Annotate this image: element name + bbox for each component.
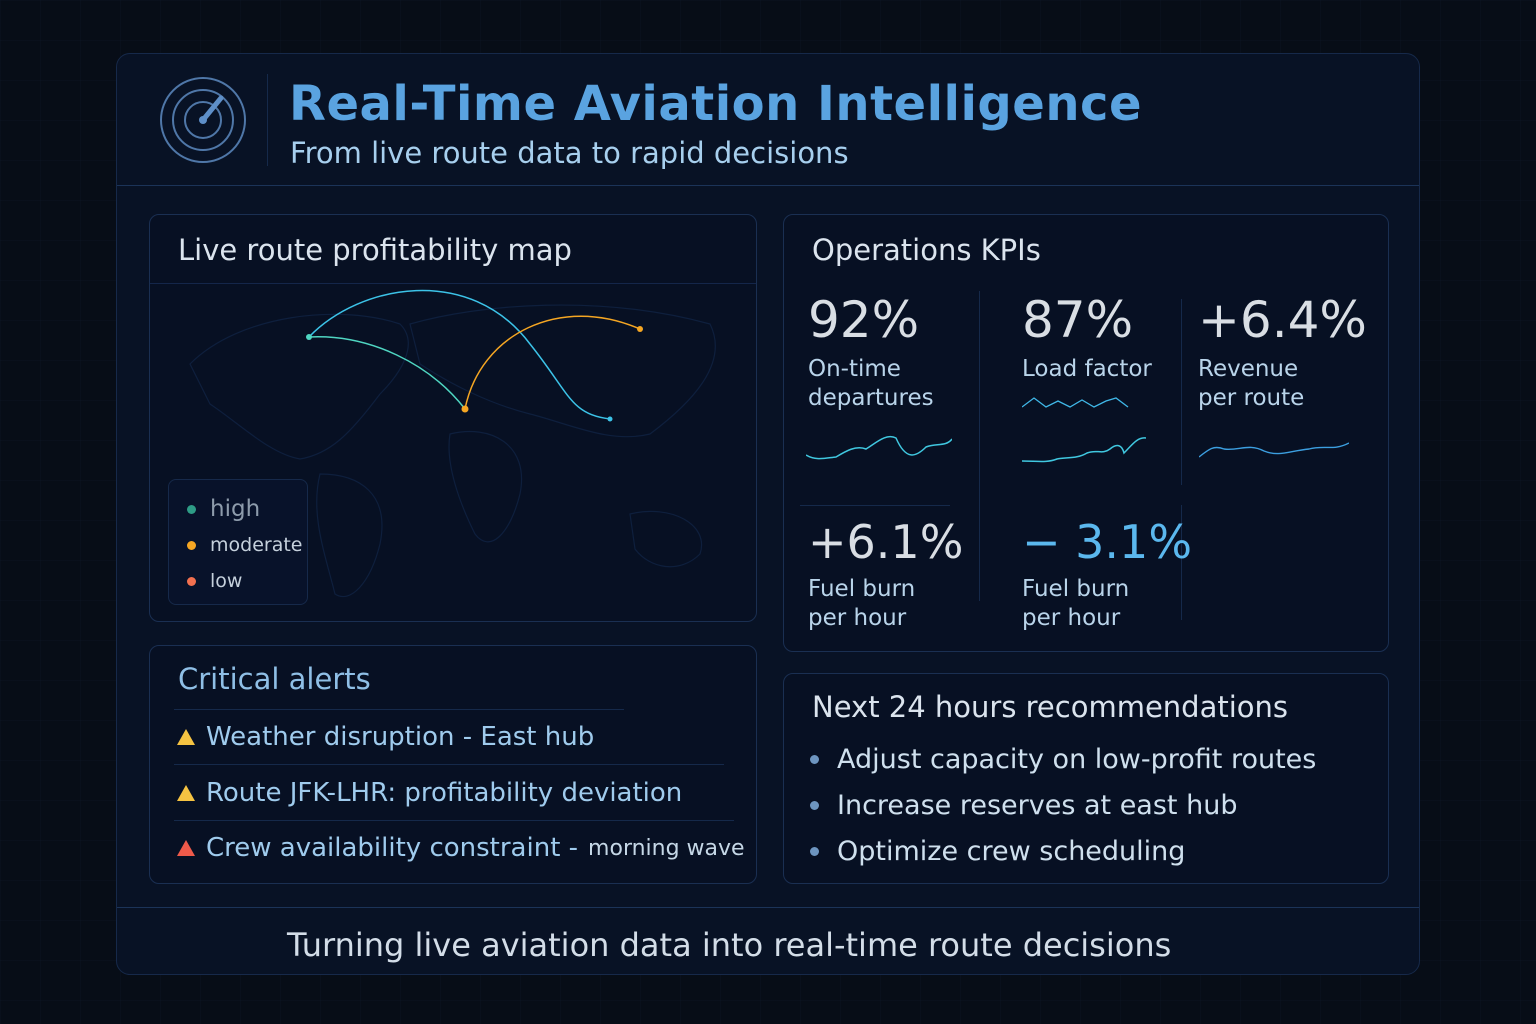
critical-warning-icon bbox=[177, 840, 195, 856]
bullet-icon bbox=[810, 801, 819, 810]
kpi-fuel-burn-down: − 3.1% Fuel burn per hour bbox=[1022, 515, 1192, 633]
recommendation-item[interactable]: Adjust capacity on low-profit routes bbox=[810, 744, 1316, 775]
footer-tagline: Turning live aviation data into real-tim… bbox=[287, 926, 1172, 964]
kpi-load-factor: 87% Load factor bbox=[1022, 291, 1152, 384]
route-line[interactable] bbox=[308, 289, 611, 420]
airport-node[interactable] bbox=[306, 334, 312, 340]
operations-kpis-card: Operations KPIs 92% On-time departures 8… bbox=[783, 214, 1389, 652]
kpi-label: Fuel burn bbox=[808, 576, 916, 602]
divider bbox=[174, 764, 724, 765]
divider bbox=[174, 820, 734, 821]
kpi-value: 92% bbox=[808, 291, 920, 349]
header: Real-Time Aviation Intelligence From liv… bbox=[117, 54, 1419, 186]
continents bbox=[189, 304, 716, 598]
alert-text: Route JFK-LHR: profitability deviation bbox=[206, 778, 683, 808]
dot-icon bbox=[187, 504, 196, 514]
kpi-label: per hour bbox=[1022, 605, 1121, 631]
alert-item[interactable]: Route JFK-LHR: profitability deviation bbox=[176, 778, 682, 808]
recommendations-title: Next 24 hours recommendations bbox=[812, 690, 1289, 724]
page-subtitle: From live route data to rapid decisions bbox=[290, 136, 849, 170]
bullet-icon bbox=[810, 847, 819, 856]
divider bbox=[1181, 505, 1182, 620]
radar-icon bbox=[160, 77, 246, 163]
page-title: Real-Time Aviation Intelligence bbox=[289, 76, 1143, 132]
sparkline bbox=[1199, 442, 1349, 458]
alert-text: Crew availability constraint - bbox=[206, 833, 579, 863]
alerts-title: Critical alerts bbox=[178, 662, 371, 696]
kpi-revenue: +6.4% Revenue per route bbox=[1198, 291, 1367, 413]
kpi-label: Fuel burn bbox=[1022, 576, 1130, 602]
critical-alerts-card: Critical alerts Weather disruption - Eas… bbox=[149, 645, 757, 884]
recommendation-item[interactable]: Optimize crew scheduling bbox=[810, 836, 1185, 867]
airport-node[interactable] bbox=[607, 416, 613, 422]
dot-icon bbox=[187, 540, 196, 550]
kpi-value: +6.1% bbox=[808, 515, 964, 569]
kpi-on-time: 92% On-time departures bbox=[808, 291, 934, 413]
legend-label: low bbox=[210, 570, 243, 592]
kpi-title: Operations KPIs bbox=[812, 233, 1041, 267]
recommendation-item[interactable]: Increase reserves at east hub bbox=[810, 790, 1237, 821]
legend-label: moderate bbox=[210, 534, 303, 556]
recommendations-card: Next 24 hours recommendations Adjust cap… bbox=[783, 673, 1389, 884]
legend-item-low: low bbox=[187, 570, 242, 592]
dot-icon bbox=[187, 576, 196, 586]
divider bbox=[174, 709, 624, 710]
kpi-label: per route bbox=[1198, 385, 1305, 411]
kpi-value: 87% bbox=[1022, 291, 1134, 349]
recommendation-text: Optimize crew scheduling bbox=[837, 836, 1186, 867]
alert-text: Weather disruption - East hub bbox=[206, 722, 595, 752]
world-map[interactable] bbox=[150, 284, 756, 622]
header-divider bbox=[267, 74, 268, 166]
legend-item-high: high bbox=[187, 496, 260, 522]
kpi-fuel-burn-up: +6.1% Fuel burn per hour bbox=[808, 515, 963, 633]
map-legend: high moderate low bbox=[168, 479, 308, 605]
route-line[interactable] bbox=[308, 336, 466, 410]
divider bbox=[1181, 299, 1182, 485]
divider bbox=[979, 291, 980, 601]
airport-node[interactable] bbox=[637, 326, 643, 332]
divider bbox=[150, 283, 756, 284]
bullet-icon bbox=[810, 755, 819, 764]
legend-label: high bbox=[210, 496, 261, 522]
kpi-label: On-time bbox=[808, 356, 901, 382]
airport-node[interactable] bbox=[461, 405, 469, 413]
legend-item-moderate: moderate bbox=[187, 534, 302, 556]
warning-icon bbox=[177, 729, 195, 745]
sparkline bbox=[1022, 397, 1129, 408]
map-title: Live route profitability map bbox=[178, 233, 572, 267]
kpi-label: Revenue bbox=[1198, 356, 1299, 382]
alert-item[interactable]: Weather disruption - East hub bbox=[176, 722, 594, 752]
recommendation-text: Adjust capacity on low-profit routes bbox=[837, 744, 1317, 775]
route-line[interactable] bbox=[464, 315, 641, 410]
sparkline bbox=[806, 436, 952, 460]
recommendation-text: Increase reserves at east hub bbox=[837, 790, 1238, 821]
footer-divider bbox=[117, 907, 1419, 908]
dashboard-frame: Real-Time Aviation Intelligence From liv… bbox=[116, 53, 1420, 975]
kpi-value: +6.4% bbox=[1198, 291, 1367, 349]
route-profitability-map-card: Live route profitability map high modera… bbox=[149, 214, 757, 622]
kpi-value: − 3.1% bbox=[1022, 515, 1193, 569]
kpi-label: per hour bbox=[808, 605, 907, 631]
warning-icon bbox=[177, 785, 195, 801]
divider bbox=[800, 505, 950, 506]
sparkline bbox=[1022, 437, 1146, 463]
alert-item[interactable]: Crew availability constraint - morning w… bbox=[176, 833, 745, 863]
kpi-label: Load factor bbox=[1022, 356, 1152, 382]
kpi-label: departures bbox=[808, 385, 934, 411]
alert-suffix: morning wave bbox=[588, 835, 745, 861]
